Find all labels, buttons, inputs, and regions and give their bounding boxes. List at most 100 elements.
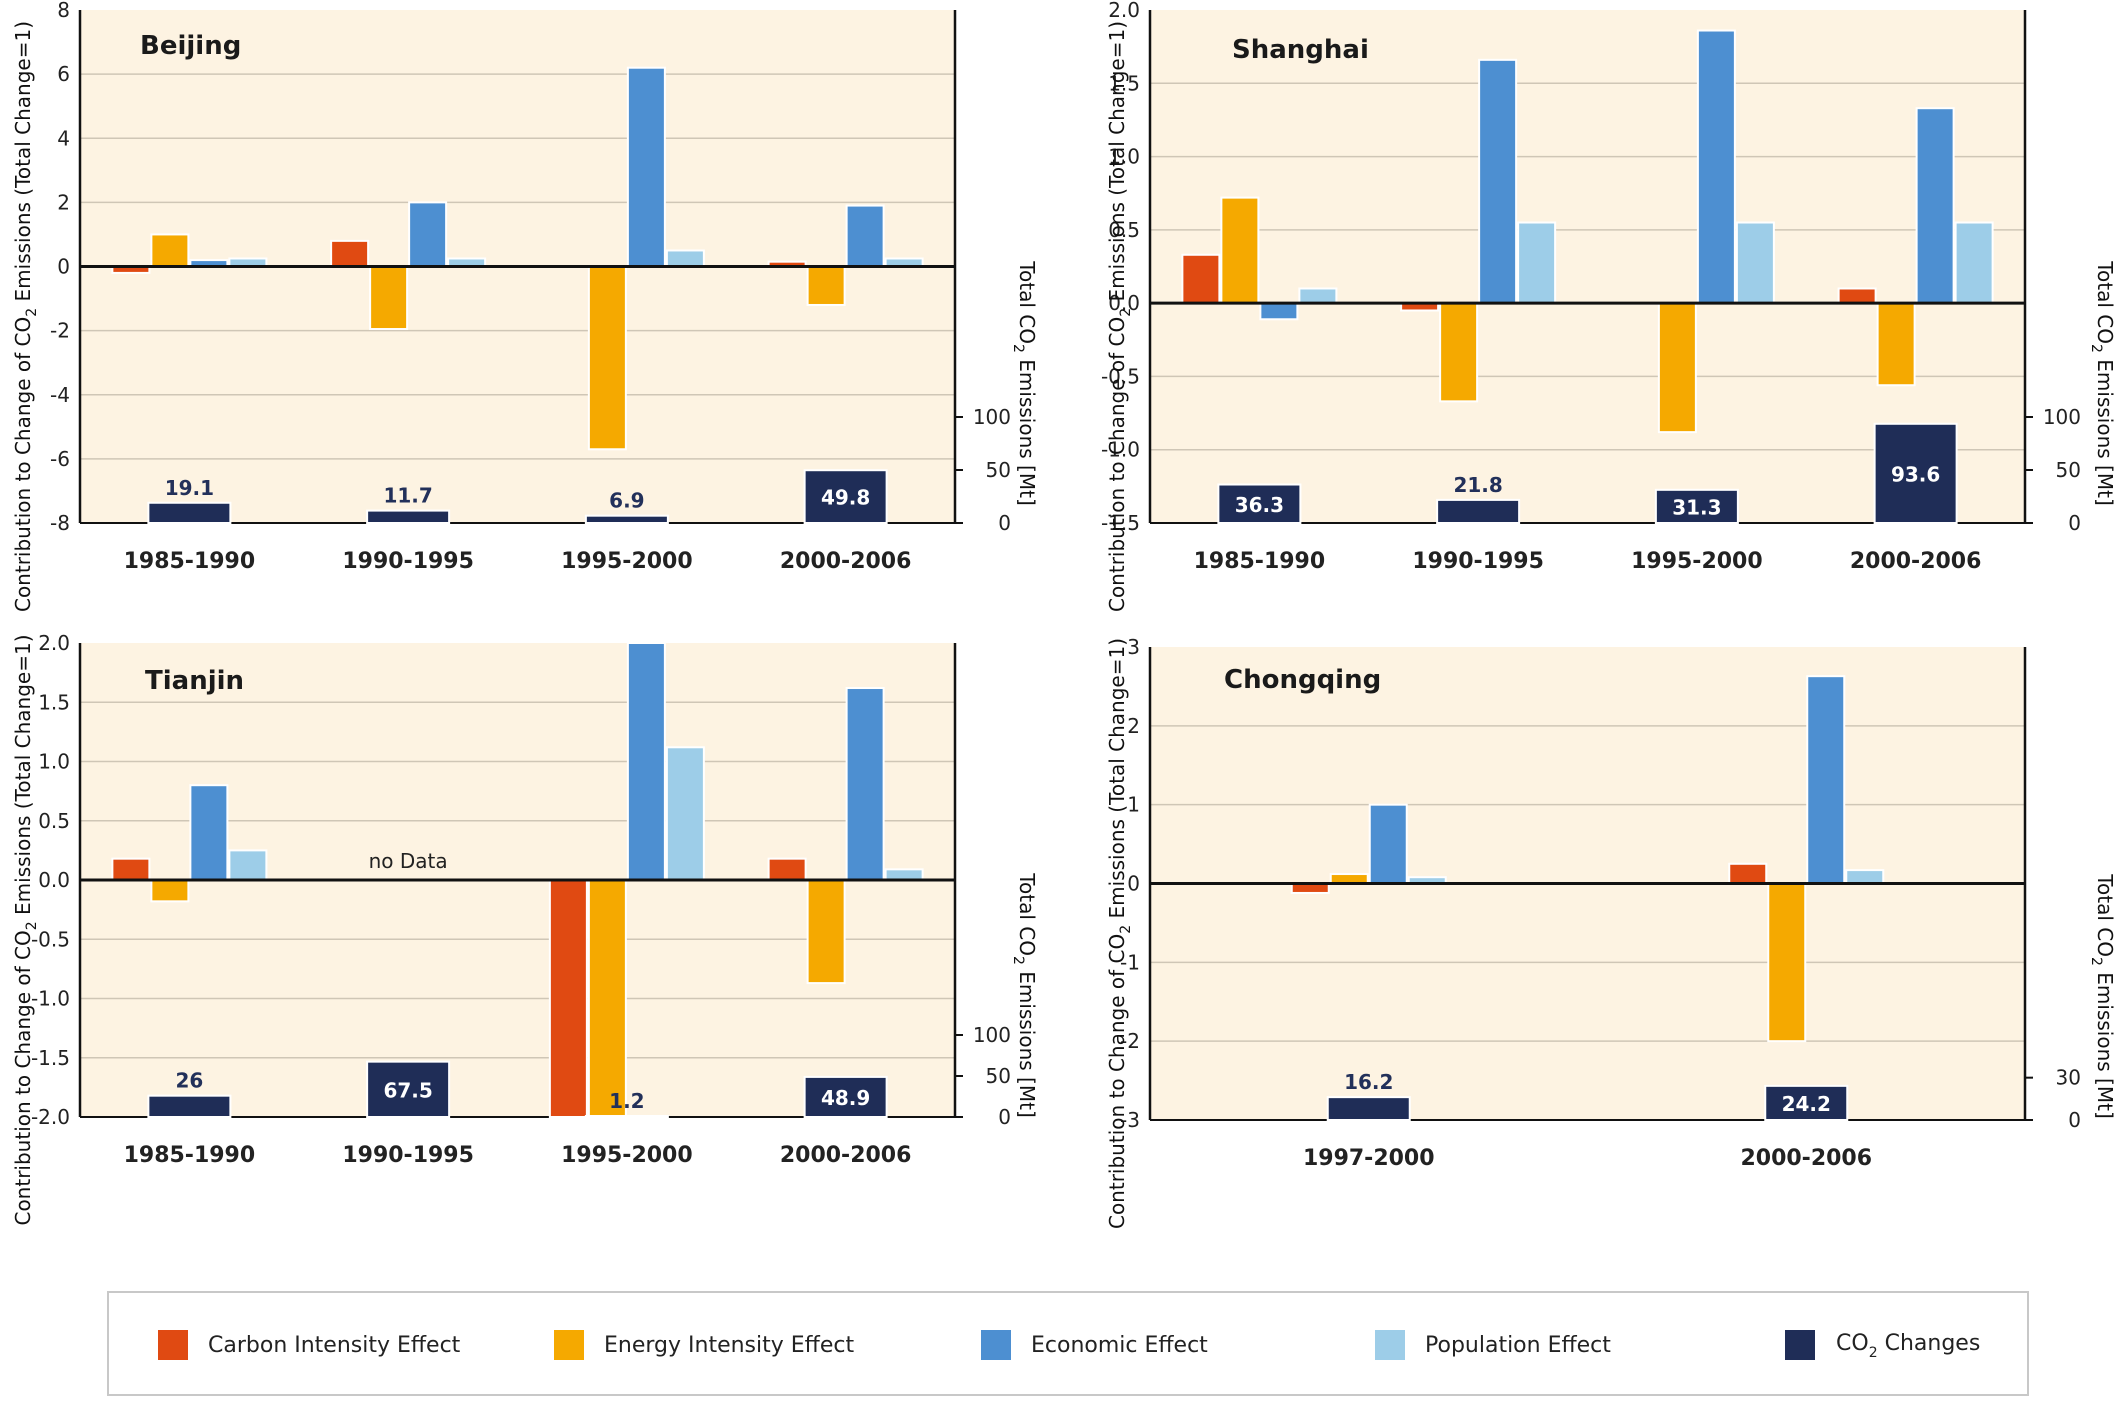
- x-category-label: 1997-2000: [1303, 1146, 1435, 1171]
- bar-energy-intensity-2000-2006: [1876, 302, 1916, 387]
- co2-value-label: 36.3: [1235, 493, 1284, 517]
- co2-value-label: 26: [175, 1069, 203, 1093]
- bar-economic-2000-2006: [845, 687, 885, 882]
- legend-swatch-carbon: [158, 1330, 188, 1360]
- panel-chongqing: 3 2 1 0 -1 -2 -3 30 0 16.2 1997-2000 24.2 2000-2006 C…: [1105, 635, 2117, 1229]
- bar-carbon-intensity-2000-2006: [767, 857, 807, 881]
- y-axis-label-left: Contribution to Change of CO2 Emissions …: [1105, 638, 1134, 1229]
- y2-tick-label: 0: [998, 1105, 1011, 1129]
- no-data-note: no Data: [369, 849, 448, 873]
- y-tick-label: 0: [1127, 872, 1140, 896]
- bar-economic-2000-2006: [1806, 675, 1846, 885]
- panel-title: Shanghai: [1232, 35, 1369, 65]
- bar-energy-intensity-1990-1995: [369, 265, 409, 331]
- legend-label-population: Population Effect: [1425, 1333, 1611, 1358]
- legend: Carbon Intensity Effect Energy Intensity…: [107, 1291, 2029, 1396]
- bar-economic-1995-2000: [1696, 29, 1736, 305]
- bar-carbon-intensity-1985-1990: [111, 857, 151, 881]
- panel-tianjin: 2.0 1.5 1.0 0.5 0.0 -0.5 -1.0 -1.5 -2.0 100 50 0 26 1…: [11, 631, 1039, 1226]
- bar-co2-changes-2000-2006: [1873, 422, 1958, 524]
- bar-economic-1990-1995: [408, 201, 448, 268]
- y-axis-label-left: Contribution to Change of CO2 Emissions …: [11, 634, 40, 1225]
- x-category-label: 1990-1995: [342, 549, 474, 574]
- x-category-label: 1985-1990: [124, 1143, 256, 1168]
- legend-label-economic: Economic Effect: [1031, 1333, 1208, 1358]
- bar-population-1995-2000: [1735, 221, 1775, 305]
- bar-population-1985-1990: [228, 849, 268, 881]
- co2-value-label: 24.2: [1782, 1092, 1831, 1116]
- bar-economic-1985-1990: [1259, 302, 1299, 321]
- co2-value-label: 11.7: [383, 484, 432, 508]
- y-tick-label: -1.5: [31, 1046, 70, 1070]
- bar-economic-1997-2000: [1368, 803, 1408, 885]
- co2-value-label: 67.5: [383, 1078, 432, 1102]
- y-tick-label: 0.0: [1108, 291, 1140, 315]
- x-category-label: 2000-2006: [1740, 1146, 1872, 1171]
- bar-energy-intensity-1985-1990: [150, 879, 190, 903]
- y-axis-label-right: Total CO2 Emissions [Mt]: [1010, 872, 1039, 1118]
- x-category-label: 2000-2006: [780, 1143, 912, 1168]
- y2-tick-label: 0: [2068, 511, 2081, 535]
- x-category-label: 1995-2000: [561, 1143, 693, 1168]
- bar-co2-changes-1985-1990: [147, 501, 232, 524]
- bar-population-2000-2006: [1954, 221, 1994, 305]
- bar-co2-changes-2000-2006: [803, 1075, 888, 1118]
- bar-population-1995-2000: [665, 249, 705, 268]
- y-tick-label: 1.0: [1108, 145, 1140, 169]
- bar-economic-1985-1990: [189, 784, 229, 882]
- y2-tick-label: 50: [986, 1064, 1011, 1088]
- bar-carbon-intensity-1995-2000: [548, 879, 588, 1118]
- y-axis-label-right: Total CO2 Emissions [Mt]: [2088, 260, 2117, 506]
- bar-economic-1990-1995: [1478, 58, 1518, 305]
- y-tick-label: -0.5: [1101, 364, 1140, 388]
- y-tick-label: 3: [1127, 635, 1140, 659]
- bar-carbon-intensity-2000-2006: [1728, 862, 1768, 885]
- bar-energy-intensity-1995-2000: [587, 265, 627, 451]
- legend-label-co2: CO2 Changes: [1836, 1331, 1980, 1361]
- legend-label-energy: Energy Intensity Effect: [604, 1333, 854, 1358]
- co2-value-label: 31.3: [1672, 495, 1721, 519]
- bar-co2-changes-1995-2000: [584, 514, 669, 524]
- y-tick-label: -1.0: [31, 987, 70, 1011]
- bar-population-2000-2006: [884, 868, 924, 882]
- bar-carbon-intensity-2000-2006: [1837, 287, 1877, 305]
- bar-population-2000-2006: [1845, 869, 1885, 885]
- y-tick-label: -0.5: [31, 927, 70, 951]
- bar-energy-intensity-1985-1990: [1220, 196, 1260, 305]
- y-tick-label: -2: [1120, 1029, 1140, 1053]
- y-tick-label: 2: [57, 190, 70, 214]
- co2-value-label: 6.9: [609, 489, 644, 513]
- y-tick-label: 2.0: [38, 631, 70, 655]
- y2-tick-label: 0: [998, 511, 1011, 535]
- bar-energy-intensity-2000-2006: [806, 265, 846, 306]
- bar-economic-2000-2006: [845, 204, 885, 268]
- y-tick-label: 0: [57, 255, 70, 279]
- co2-value-label: 93.6: [1891, 462, 1940, 486]
- y-tick-label: 2: [1127, 714, 1140, 738]
- x-category-label: 1995-2000: [1631, 549, 1763, 574]
- x-category-label: 1990-1995: [1412, 549, 1544, 574]
- bar-co2-changes-1990-1995: [366, 1060, 451, 1119]
- bar-energy-intensity-2000-2006: [806, 879, 846, 985]
- y-axis-label-right: Total CO2 Emissions [Mt]: [2088, 873, 2117, 1119]
- y2-tick-label: 50: [986, 458, 1011, 482]
- legend-swatch-economic: [981, 1330, 1011, 1360]
- bar-energy-intensity-1995-2000: [587, 879, 627, 1118]
- bar-energy-intensity-1985-1990: [150, 233, 190, 268]
- x-category-label: 1995-2000: [561, 549, 693, 574]
- bar-energy-intensity-1995-2000: [1657, 302, 1697, 434]
- y-tick-label: 2.0: [1108, 0, 1140, 22]
- y-tick-label: 0.0: [38, 868, 70, 892]
- co2-value-label: 21.8: [1453, 473, 1502, 497]
- y-tick-label: -4: [50, 383, 70, 407]
- bar-energy-intensity-2000-2006: [1767, 882, 1807, 1043]
- y-tick-label: 0.5: [38, 809, 70, 833]
- bar-co2-changes-1995-2000: [584, 1115, 669, 1118]
- bar-co2-changes-1985-1990: [1217, 483, 1302, 525]
- co2-value-label: 49.8: [821, 486, 870, 510]
- bar-co2-changes-2000-2006: [1764, 1084, 1849, 1121]
- bar-economic-1995-2000: [626, 642, 666, 881]
- bar-population-1995-2000: [665, 746, 705, 882]
- y2-tick-label: 0: [2068, 1108, 2081, 1132]
